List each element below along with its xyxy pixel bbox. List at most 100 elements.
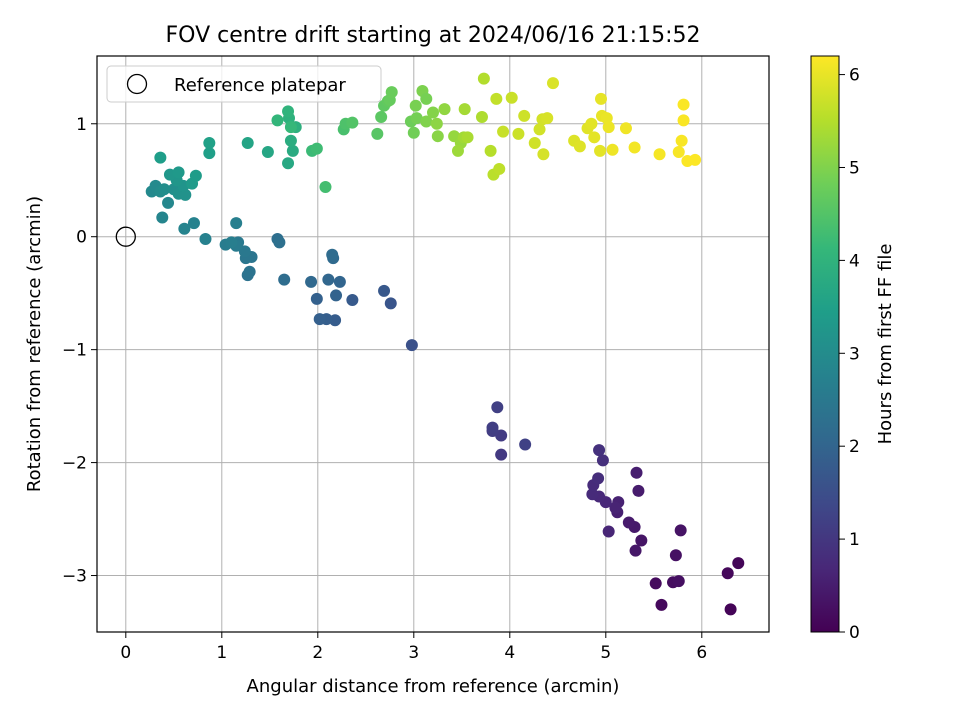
data-point <box>326 248 339 261</box>
data-point <box>438 103 451 116</box>
data-point <box>600 112 613 125</box>
data-point <box>375 110 388 123</box>
data-point <box>158 183 171 196</box>
data-point <box>461 131 474 144</box>
data-point <box>322 273 335 286</box>
reference-platepar-marker <box>115 226 136 247</box>
plot-frame <box>96 55 770 633</box>
data-point <box>178 222 191 235</box>
data-point <box>602 525 615 538</box>
y-tick-label: −2 <box>62 454 87 474</box>
data-point <box>203 147 216 160</box>
data-point <box>458 103 471 116</box>
data-point <box>238 245 251 258</box>
data-point <box>622 516 635 529</box>
data-point <box>721 567 734 580</box>
data-point <box>310 142 323 155</box>
data-point <box>677 98 690 111</box>
data-point <box>635 534 648 547</box>
data-point <box>632 484 645 497</box>
data-point <box>619 122 632 135</box>
colorbar-ticks: 0 1 2 3 4 5 6 <box>839 66 860 643</box>
data-point <box>420 92 433 105</box>
legend: Reference platepar <box>106 65 382 103</box>
data-point <box>541 112 554 125</box>
data-point <box>384 297 397 310</box>
data-point <box>486 421 499 434</box>
data-point <box>189 169 202 182</box>
data-point <box>672 575 685 588</box>
colorbar: 0 1 2 3 4 5 6 Hours from first FF file <box>810 55 896 643</box>
data-point <box>490 92 503 105</box>
x-tick-label: 5 <box>600 643 611 663</box>
data-point <box>484 144 497 157</box>
data-point <box>431 130 444 143</box>
data-point <box>649 577 662 590</box>
data-point <box>172 166 185 179</box>
data-point <box>609 501 622 514</box>
data-point <box>241 136 254 149</box>
data-point <box>497 125 510 138</box>
data-point <box>537 148 550 161</box>
data-point <box>655 598 668 611</box>
data-point <box>371 127 384 140</box>
data-point <box>518 109 531 122</box>
data-point <box>243 265 256 278</box>
data-point <box>533 123 546 136</box>
data-point <box>512 127 525 140</box>
data-point <box>319 181 332 194</box>
data-point <box>271 114 284 127</box>
data-point <box>273 236 286 249</box>
data-point <box>410 112 423 125</box>
x-tick-label: 4 <box>504 643 515 663</box>
data-point <box>346 293 359 306</box>
colorbar-tick-label: 2 <box>849 437 860 457</box>
x-tick-label: 1 <box>216 643 227 663</box>
data-point <box>547 77 559 90</box>
y-axis-label: Rotation from reference (arcmin) <box>24 196 45 492</box>
data-point <box>286 144 299 157</box>
data-point <box>284 121 297 134</box>
data-point <box>451 144 464 157</box>
y-tick-label: 0 <box>76 228 87 248</box>
chart-title: FOV centre drift starting at 2024/06/16 … <box>166 23 701 48</box>
data-point <box>162 196 175 209</box>
data-point <box>606 143 619 156</box>
colorbar-tick-label: 5 <box>849 158 860 178</box>
data-point <box>677 114 690 127</box>
y-tick-label: −1 <box>62 341 87 361</box>
data-point <box>586 488 599 501</box>
data-point <box>594 144 607 157</box>
data-point <box>724 603 737 616</box>
y-tick-label: 1 <box>76 115 87 135</box>
data-point <box>346 116 359 129</box>
data-point <box>310 292 323 305</box>
data-point <box>630 466 643 479</box>
data-point <box>674 524 687 537</box>
data-point <box>592 472 605 485</box>
data-point <box>573 140 586 153</box>
data-point <box>505 91 518 104</box>
data-point <box>595 92 607 105</box>
colorbar-tick-label: 0 <box>849 623 860 643</box>
x-tick-label: 6 <box>696 643 707 663</box>
data-point <box>385 86 398 99</box>
data-point <box>427 106 439 119</box>
data-point <box>629 544 642 557</box>
data-point <box>588 131 601 144</box>
data-point <box>179 188 192 201</box>
data-point <box>154 151 167 164</box>
reference-marker <box>115 226 136 247</box>
data-point <box>405 339 418 352</box>
data-point <box>378 284 391 297</box>
data-point <box>689 153 702 166</box>
data-point <box>491 401 504 414</box>
data-point <box>493 162 506 175</box>
data-point <box>313 313 326 326</box>
data-point <box>333 275 346 288</box>
x-tick-label: 0 <box>120 643 131 663</box>
data-point <box>475 110 488 123</box>
data-point <box>732 557 745 570</box>
data-point <box>230 217 243 230</box>
